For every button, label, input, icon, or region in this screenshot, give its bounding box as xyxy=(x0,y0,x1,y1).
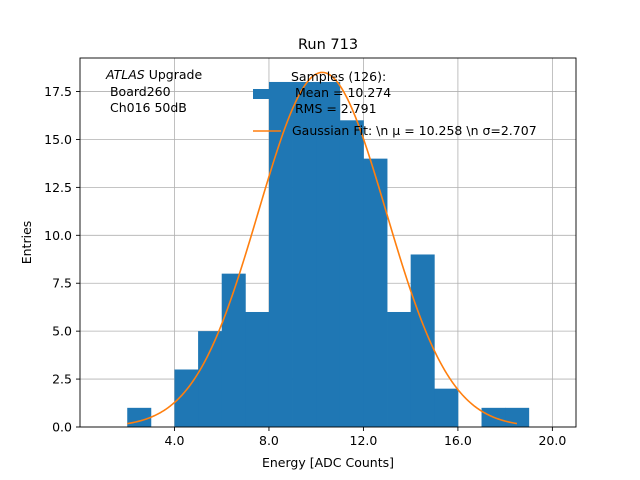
legend-samples-mean: Mean = 10.274 xyxy=(291,85,391,100)
legend-samples-swatch xyxy=(253,89,281,99)
upgrade-label: Upgrade xyxy=(145,67,203,82)
chart-title: Run 713 xyxy=(298,37,358,53)
histogram-bar-10 xyxy=(363,158,388,428)
y-tick-label-7: 17.5 xyxy=(44,84,72,99)
legend: Samples (126): Mean = 10.274 RMS = 2.791… xyxy=(253,69,537,138)
histogram-bar-11 xyxy=(387,311,412,427)
x-tick-label-2: 12.0 xyxy=(350,433,378,448)
legend-samples-title: Samples (126): xyxy=(291,69,386,84)
x-tick-label-0: 4.0 xyxy=(165,433,185,448)
histogram-bar-3 xyxy=(198,331,223,427)
atlas-label: ATLAS xyxy=(105,67,145,82)
y-tick-label-0: 0.0 xyxy=(52,420,72,435)
y-tick-label-1: 2.5 xyxy=(52,372,72,387)
y-tick-label-5: 12.5 xyxy=(44,180,72,195)
histogram-bar-4 xyxy=(221,273,246,427)
y-tick-label-6: 15.0 xyxy=(44,132,72,147)
y-tick-label-2: 5.0 xyxy=(52,324,72,339)
histogram-bar-13 xyxy=(434,388,459,427)
histogram-bar-12 xyxy=(410,254,435,427)
histogram-bar-16 xyxy=(505,407,530,427)
histogram-bar-6 xyxy=(268,81,293,428)
legend-fit-label: Gaussian Fit: \n μ = 10.258 \n σ=2.707 xyxy=(292,123,537,138)
y-axis-ticks: 0.0 2.5 5.0 7.5 10.0 12.5 15.0 17.5 xyxy=(44,84,80,435)
y-axis-label: Entries xyxy=(19,221,34,265)
histogram-bars xyxy=(127,81,530,428)
histogram-bar-9 xyxy=(339,120,364,427)
annotation-line-3: Ch016 50dB xyxy=(106,100,187,115)
annotation-line-1: ATLAS Upgrade xyxy=(105,67,202,82)
legend-samples-rms: RMS = 2.791 xyxy=(291,101,377,116)
x-tick-label-4: 20.0 xyxy=(538,433,566,448)
plot-frame xyxy=(79,57,577,428)
y-tick-label-3: 7.5 xyxy=(52,276,72,291)
x-axis-label: Energy [ADC Counts] xyxy=(262,455,394,470)
histogram-bar-5 xyxy=(245,311,270,427)
atlas-annotation: ATLAS Upgrade Board260 Ch016 50dB xyxy=(105,67,202,115)
histogram-bar-8 xyxy=(316,81,341,428)
x-tick-label-1: 8.0 xyxy=(259,433,279,448)
gaussian-fit-curve xyxy=(127,71,518,425)
annotation-line-2: Board260 xyxy=(106,84,171,99)
x-axis-ticks: 4.0 8.0 12.0 16.0 20.0 xyxy=(165,427,566,448)
histogram-bar-0 xyxy=(127,407,152,427)
histogram-bar-7 xyxy=(292,81,317,428)
x-tick-label-3: 16.0 xyxy=(444,433,472,448)
y-tick-label-4: 10.0 xyxy=(44,228,72,243)
